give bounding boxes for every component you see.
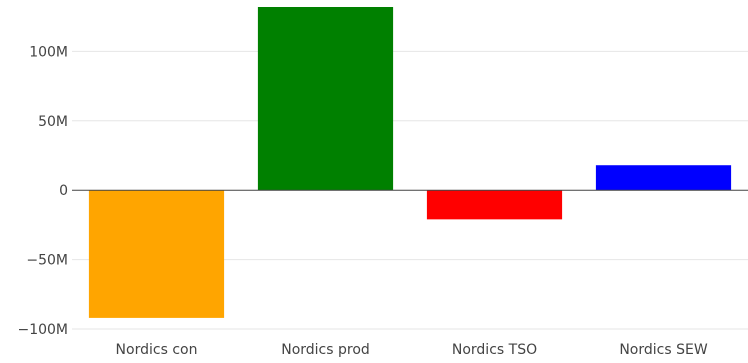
y-tick-label: 0 bbox=[59, 183, 68, 199]
x-axis-category-labels: Nordics con Nordics prod Nordics TSO Nordic… bbox=[116, 342, 708, 358]
x-category-label: Nordics con bbox=[116, 342, 198, 358]
y-tick-label: −100M bbox=[17, 322, 68, 338]
bar-nordics-con[interactable] bbox=[88, 190, 225, 318]
bar-nordics-prod[interactable] bbox=[257, 7, 394, 191]
bars bbox=[88, 7, 732, 318]
x-category-label: Nordics TSO bbox=[452, 342, 537, 358]
x-category-label: Nordics SEW bbox=[619, 342, 707, 358]
y-tick-label: −50M bbox=[26, 253, 68, 269]
bar-nordics-sew[interactable] bbox=[595, 165, 732, 191]
y-axis-tick-labels: −100M −50M 0 50M 100M bbox=[17, 44, 68, 338]
y-tick-label: 100M bbox=[29, 44, 68, 60]
bar-nordics-tso[interactable] bbox=[426, 190, 563, 220]
y-tick-label: 50M bbox=[38, 114, 68, 130]
x-category-label: Nordics prod bbox=[281, 342, 370, 358]
